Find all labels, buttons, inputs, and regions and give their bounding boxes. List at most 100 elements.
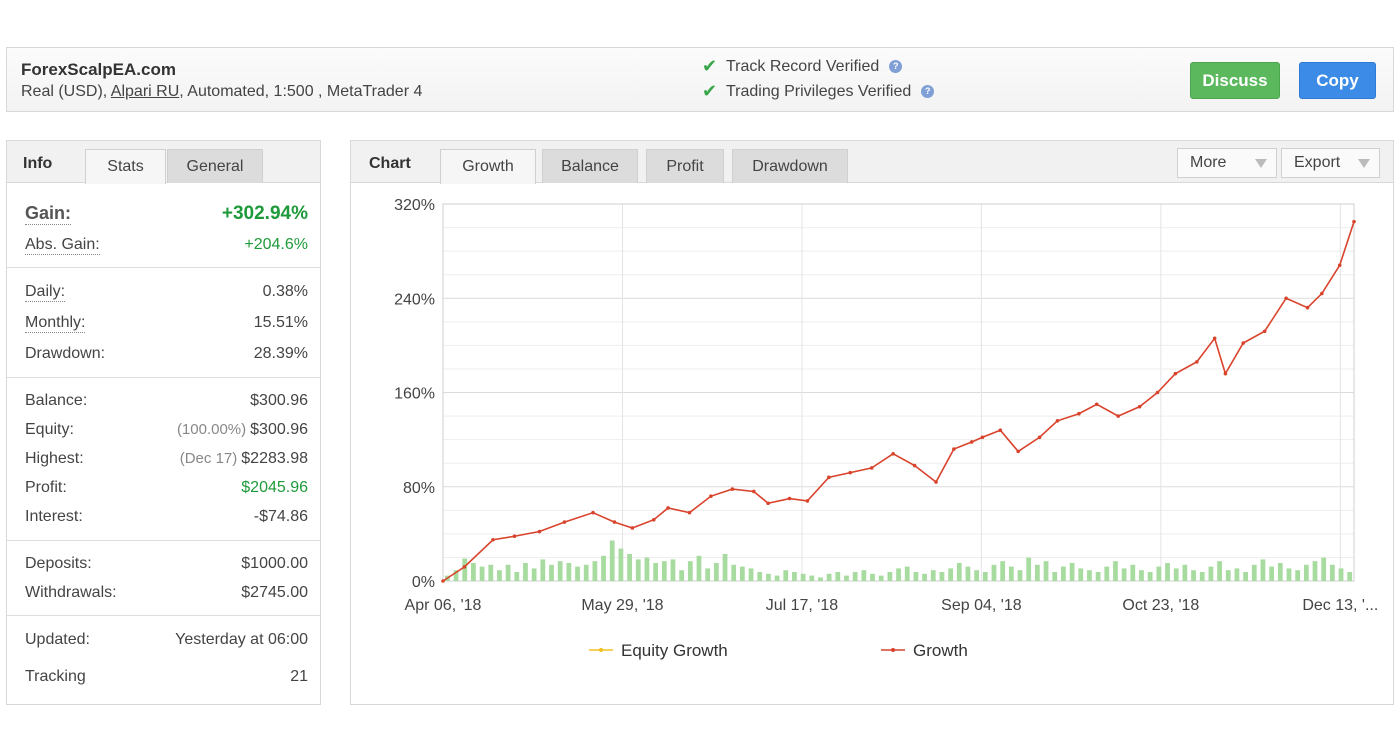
volume-bar [748, 568, 754, 581]
volume-bar [844, 575, 849, 581]
volume-bar [818, 577, 823, 581]
volume-bar [661, 561, 667, 581]
growth-point [1305, 305, 1310, 310]
chart-panel: Chart Growth Balance Profit Drawdown Mor… [350, 140, 1394, 705]
daily-value: 0.38% [262, 283, 308, 300]
volume-bar [1182, 564, 1188, 581]
line-series [441, 219, 1356, 583]
drawdown-value: 28.39% [253, 345, 308, 362]
stat-monthly: Monthly: 15.51% [25, 314, 308, 333]
volume-bar [1000, 561, 1006, 581]
volume-bar [670, 559, 676, 581]
profit-value: $2045.96 [241, 479, 308, 496]
volume-bar [1295, 570, 1301, 581]
growth-point [1262, 329, 1267, 334]
volume-bar [991, 564, 997, 581]
growth-point [969, 440, 974, 444]
volume-bar [679, 570, 685, 581]
volume-bar [453, 570, 459, 581]
volume-bar [974, 570, 980, 581]
updated-value: Yesterday at 06:00 [175, 631, 308, 648]
volume-bar [1260, 559, 1266, 581]
copy-button[interactable]: Copy [1299, 62, 1376, 99]
growth-point [1284, 296, 1288, 301]
volume-bar [1104, 566, 1110, 581]
tab-profit[interactable]: Profit [646, 149, 724, 183]
volume-bar [1191, 570, 1196, 581]
tab-balance[interactable]: Balance [542, 149, 638, 183]
chart-legend[interactable]: Equity Growth Growth [589, 641, 968, 660]
withdrawals-label: Withdrawals: [25, 584, 117, 601]
export-label: Export [1294, 154, 1341, 171]
volume-bar [783, 570, 789, 581]
volume-bar [1034, 564, 1040, 581]
volume-bar [505, 564, 511, 581]
chart-grid [442, 203, 1355, 582]
tab-growth[interactable]: Growth [440, 149, 536, 184]
growth-point [1116, 414, 1121, 418]
growth-point [1212, 336, 1217, 341]
balance-value: $300.96 [250, 392, 308, 409]
growth-point [1137, 404, 1142, 409]
growth-point [787, 496, 792, 501]
volume-bar [948, 568, 953, 581]
gain-label: Gain: [25, 203, 72, 225]
volume-bar [1165, 563, 1170, 581]
highest-value: $2283.98 [241, 450, 308, 467]
volume-bar [1347, 572, 1353, 581]
y-tick-label: 160% [394, 386, 435, 403]
interest-value: -$74.86 [253, 508, 308, 525]
account-header: ForexScalpEA.com Real (USD), Alpari RU, … [6, 47, 1394, 112]
growth-point [562, 520, 567, 524]
discuss-button[interactable]: Discuss [1190, 62, 1280, 99]
equity-value-wrap: (100.00%) $300.96 [177, 421, 308, 439]
drawdown-label: Drawdown: [25, 345, 106, 362]
tab-drawdown[interactable]: Drawdown [732, 149, 848, 183]
growth-point [869, 466, 874, 470]
growth-point [1173, 371, 1178, 376]
volume-bar [1243, 572, 1248, 581]
volume-bar [479, 566, 485, 581]
deposits-label: Deposits: [25, 555, 92, 572]
x-tick-label: Oct 23, '18 [1122, 597, 1199, 614]
growth-point [1241, 341, 1246, 345]
export-dropdown[interactable]: Export [1281, 148, 1380, 178]
volume-bar [566, 563, 572, 581]
volume-bar [1225, 570, 1231, 581]
volume-bar [852, 572, 858, 581]
volume-bar [1329, 564, 1335, 581]
chevron-down-icon [1358, 159, 1370, 168]
volume-bar [1234, 568, 1240, 581]
growth-point [730, 487, 735, 491]
growth-point [491, 537, 495, 542]
check-icon: ✔ [702, 81, 718, 101]
broker-link[interactable]: Alpari RU [110, 83, 180, 100]
tab-stats[interactable]: Stats [85, 149, 166, 184]
volume-bar [627, 554, 632, 581]
growth-point [912, 463, 917, 468]
growth-chart: 0% 80% 160% 240% 320% Apr 06, '18 May 29, '18… [394, 197, 1378, 660]
account-details-suffix: , Automated, 1:500 , MetaTrader 4 [179, 83, 423, 100]
more-dropdown[interactable]: More [1177, 148, 1277, 178]
y-tick-label: 320% [394, 197, 435, 214]
chart-tabbar: Chart Growth Balance Profit Drawdown Mor… [351, 141, 1393, 184]
x-tick-label: Jul 17, '18 [766, 597, 839, 614]
volume-bar [1338, 568, 1344, 581]
volume-bar [1061, 566, 1066, 581]
volume-bar [1026, 557, 1032, 581]
volume-bar [861, 570, 867, 581]
help-icon[interactable]: ? [921, 85, 935, 98]
tab-general[interactable]: General [167, 149, 263, 183]
stat-withdrawals: Withdrawals: $2745.00 [25, 584, 308, 602]
deposits-value: $1000.00 [241, 555, 308, 572]
volume-bar [1303, 564, 1309, 581]
volume-bar [1321, 557, 1327, 581]
volume-bar [826, 573, 832, 581]
help-icon[interactable]: ? [889, 60, 903, 73]
gain-value: +302.94% [221, 203, 308, 224]
volume-bar [922, 573, 927, 581]
stat-daily: Daily: 0.38% [25, 283, 308, 302]
chevron-down-icon [1255, 159, 1267, 168]
volume-bar [1069, 563, 1075, 581]
daily-label: Daily: [25, 283, 66, 302]
